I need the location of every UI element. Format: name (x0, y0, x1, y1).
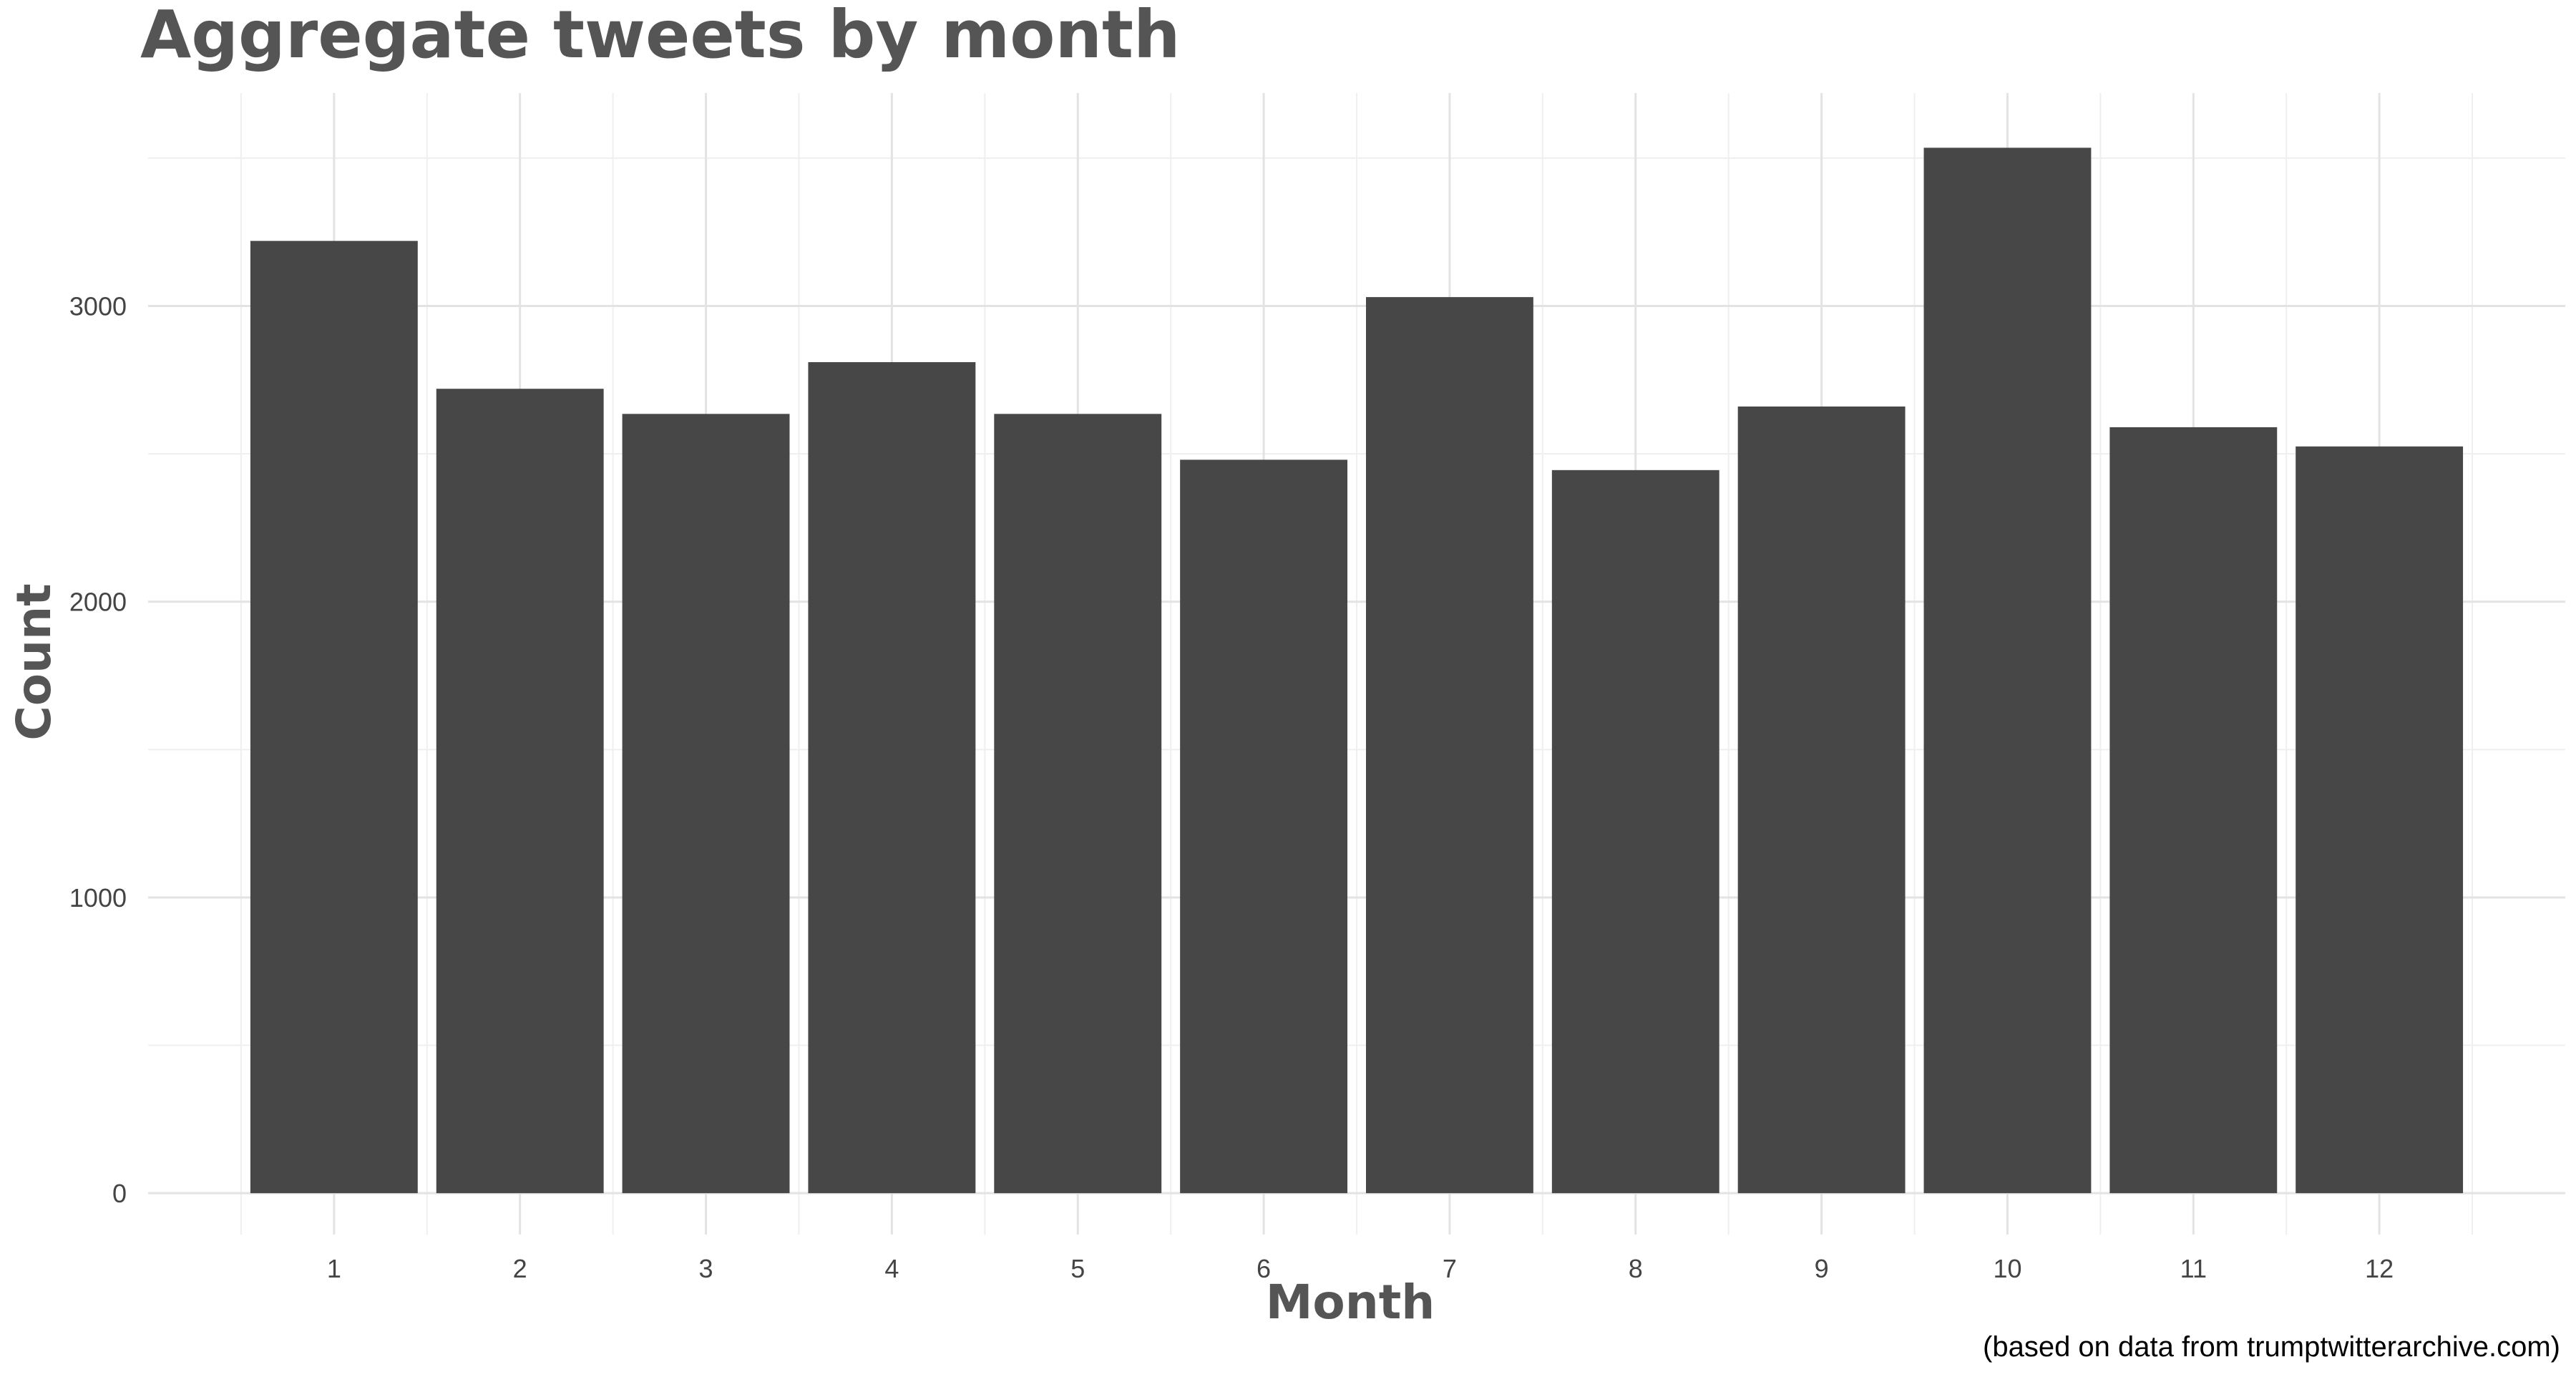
y-tick-label: 2000 (69, 588, 127, 617)
x-tick-label: 2 (513, 1254, 527, 1283)
bar-month-3 (622, 414, 790, 1194)
chart-title: Aggregate tweets by month (140, 0, 1180, 73)
bar-month-1 (250, 240, 418, 1194)
x-tick-label: 1 (327, 1254, 341, 1283)
bar-month-6 (1180, 459, 1348, 1194)
bar-month-7 (1365, 297, 1533, 1194)
bar-month-10 (1923, 147, 2092, 1194)
bar-month-2 (436, 389, 604, 1194)
x-tick-label: 9 (1815, 1254, 1829, 1283)
bar-month-9 (1737, 407, 1906, 1194)
y-tick-label: 3000 (69, 292, 127, 321)
bar-month-8 (1551, 469, 1719, 1194)
x-axis-title: Month (1266, 1275, 1435, 1330)
y-tick-label: 0 (112, 1179, 127, 1208)
y-axis-ticks: 0 1000 2000 3000 (69, 292, 127, 1209)
bars (250, 147, 2464, 1194)
x-tick-label: 4 (884, 1254, 899, 1283)
bar-month-5 (994, 414, 1162, 1194)
bar-month-11 (2109, 427, 2278, 1194)
y-axis-title: Count (6, 583, 62, 740)
bar-month-4 (808, 362, 976, 1194)
x-tick-label: 11 (2180, 1254, 2207, 1283)
x-tick-label: 7 (1443, 1254, 1457, 1283)
y-tick-label: 1000 (69, 883, 127, 913)
x-tick-label: 3 (699, 1254, 713, 1283)
x-tick-label: 8 (1629, 1254, 1643, 1283)
x-tick-label: 6 (1257, 1254, 1271, 1283)
x-tick-label: 10 (1993, 1254, 2021, 1283)
x-tick-label: 5 (1070, 1254, 1085, 1283)
bar-month-12 (2296, 446, 2464, 1194)
x-tick-label: 12 (2365, 1254, 2394, 1283)
caption: (based on data from trumptwitterarchive.… (1983, 1331, 2560, 1363)
x-axis-ticks: 1 2 3 4 5 6 7 8 9 10 11 12 (327, 1254, 2394, 1283)
